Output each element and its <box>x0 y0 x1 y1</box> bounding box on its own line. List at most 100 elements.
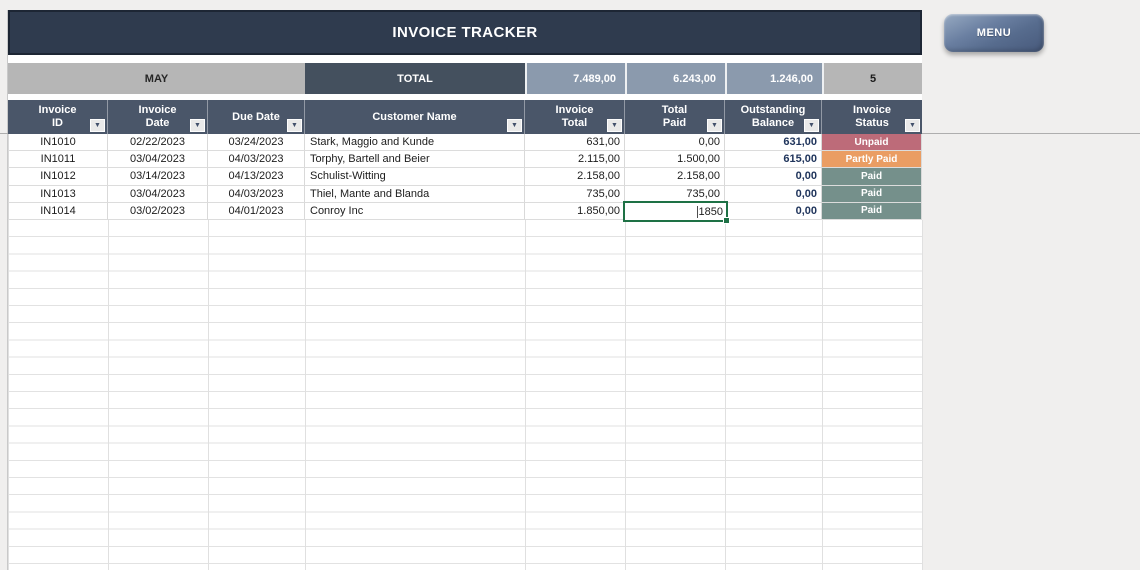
filter-dropdown-icon[interactable]: ▼ <box>507 119 522 132</box>
cell-invoice-id[interactable]: IN1011 <box>8 151 108 169</box>
table-row: IN1014 03/02/2023 04/01/2023 Conroy Inc 1.85… <box>8 202 922 220</box>
cell-customer-name[interactable]: Conroy Inc <box>305 202 525 220</box>
summary-total-paid-cell[interactable]: 6.243,00 <box>625 63 725 94</box>
cell-total-paid[interactable]: 1.500,00 <box>625 151 725 169</box>
cell-outstanding-balance[interactable]: 0,00 <box>725 202 822 220</box>
header-outstanding-balance[interactable]: Outstanding Balance ▼ <box>725 100 822 134</box>
header-label-line: Balance <box>751 117 795 129</box>
cell-invoice-total[interactable]: 2.115,00 <box>525 151 625 169</box>
header-invoice-id[interactable]: Invoice ID ▼ <box>8 100 108 134</box>
cell-outstanding-balance[interactable]: 0,00 <box>725 168 822 186</box>
status-badge[interactable]: Paid <box>822 185 922 203</box>
fill-handle[interactable] <box>723 217 730 224</box>
empty-grid[interactable] <box>8 220 923 570</box>
summary-outstanding-balance-cell[interactable]: 1.246,00 <box>725 63 822 94</box>
header-label-line: Date <box>145 117 170 129</box>
cell-invoice-total[interactable]: 1.850,00 <box>525 202 625 220</box>
cell-due-date[interactable]: 03/24/2023 <box>208 134 305 152</box>
text-caret <box>696 205 698 218</box>
column-gridline <box>822 220 823 570</box>
summary-invoice-count-cell[interactable]: 5 <box>822 63 922 94</box>
filter-dropdown-icon[interactable]: ▼ <box>90 119 105 132</box>
header-label-line: Invoice <box>853 104 891 116</box>
cell-invoice-id[interactable]: IN1010 <box>8 134 108 152</box>
header-label-line: Status <box>855 117 889 129</box>
table-row: IN1011 03/04/2023 04/03/2023 Torphy, Bartel… <box>8 151 922 169</box>
cell-invoice-total[interactable]: 2.158,00 <box>525 168 625 186</box>
column-gridline <box>305 220 306 570</box>
menu-button[interactable]: MENU <box>944 14 1044 52</box>
cell-invoice-id[interactable]: IN1013 <box>8 185 108 203</box>
table-header-row: Invoice ID ▼ Invoice Date ▼ Due Date ▼ Customer … <box>8 100 922 134</box>
column-gridline <box>922 220 923 570</box>
header-label-line: Due Date <box>232 110 280 123</box>
filter-dropdown-icon[interactable]: ▼ <box>287 119 302 132</box>
header-customer-name[interactable]: Customer Name ▼ <box>305 100 525 134</box>
header-label-line: Invoice <box>38 104 77 116</box>
cell-customer-name[interactable]: Stark, Maggio and Kunde <box>305 134 525 152</box>
table-row: IN1010 02/22/2023 03/24/2023 Stark, Maggio … <box>8 134 922 152</box>
header-total-paid[interactable]: Total Paid ▼ <box>625 100 725 134</box>
cell-invoice-total[interactable]: 631,00 <box>525 134 625 152</box>
column-gridline <box>8 220 9 570</box>
filter-dropdown-icon[interactable]: ▼ <box>707 119 722 132</box>
cell-invoice-date[interactable]: 03/04/2023 <box>108 151 208 169</box>
header-invoice-date[interactable]: Invoice Date ▼ <box>108 100 208 134</box>
column-gridline <box>108 220 109 570</box>
cell-invoice-date[interactable]: 03/14/2023 <box>108 168 208 186</box>
column-a-gridline <box>7 10 8 570</box>
column-gridline <box>625 220 626 570</box>
header-status[interactable]: Invoice Status ▼ <box>822 100 922 134</box>
cell-invoice-date[interactable]: 03/02/2023 <box>108 202 208 220</box>
cell-total-paid[interactable]: 2.158,00 <box>625 168 725 186</box>
cell-invoice-date[interactable]: 02/22/2023 <box>108 134 208 152</box>
filter-dropdown-icon[interactable]: ▼ <box>607 119 622 132</box>
header-invoice-total[interactable]: Invoice Total ▼ <box>525 100 625 134</box>
column-gridline <box>525 220 526 570</box>
cell-invoice-id[interactable]: IN1014 <box>8 202 108 220</box>
summary-row: MAY TOTAL 7.489,00 6.243,00 1.246,00 5 <box>8 63 922 94</box>
filter-dropdown-icon[interactable]: ▼ <box>905 119 920 132</box>
header-label-line: Total <box>661 104 688 116</box>
column-gridline <box>208 220 209 570</box>
filter-dropdown-icon[interactable]: ▼ <box>804 119 819 132</box>
cell-invoice-total[interactable]: 735,00 <box>525 185 625 203</box>
header-label-line: Paid <box>662 117 687 129</box>
table-row: IN1012 03/14/2023 04/13/2023 Schulist-Witti… <box>8 168 922 186</box>
status-badge[interactable]: Paid <box>822 168 922 186</box>
cell-customer-name[interactable]: Schulist-Witting <box>305 168 525 186</box>
status-badge[interactable]: Unpaid <box>822 134 922 152</box>
cell-outstanding-balance[interactable]: 615,00 <box>725 151 822 169</box>
title-bar: INVOICE TRACKER <box>8 10 922 55</box>
cell-due-date[interactable]: 04/03/2023 <box>208 185 305 203</box>
table-body: IN1010 02/22/2023 03/24/2023 Stark, Maggio … <box>8 134 922 220</box>
summary-total-label-cell[interactable]: TOTAL <box>305 63 525 94</box>
cell-total-paid[interactable]: 0,00 <box>625 134 725 152</box>
filter-dropdown-icon[interactable]: ▼ <box>190 119 205 132</box>
status-badge[interactable]: Paid <box>822 202 922 220</box>
active-cell-editor[interactable]: 1850 <box>623 201 730 224</box>
summary-month-cell[interactable]: MAY <box>8 63 305 94</box>
table-row: IN1013 03/04/2023 04/03/2023 Thiel, Mante a… <box>8 185 922 203</box>
header-label-line: ID <box>52 117 63 129</box>
header-label-line: Total <box>561 117 588 129</box>
header-label-line: Invoice <box>555 104 594 116</box>
header-label-line: Outstanding <box>740 104 806 116</box>
active-cell-value: 1850 <box>698 205 723 218</box>
cell-outstanding-balance[interactable]: 0,00 <box>725 185 822 203</box>
status-badge[interactable]: Partly Paid <box>822 151 922 169</box>
cell-customer-name[interactable]: Torphy, Bartell and Beier <box>305 151 525 169</box>
cell-customer-name[interactable]: Thiel, Mante and Blanda <box>305 185 525 203</box>
header-label-line: Invoice <box>138 104 177 116</box>
cell-outstanding-balance[interactable]: 631,00 <box>725 134 822 152</box>
cell-invoice-id[interactable]: IN1012 <box>8 168 108 186</box>
column-gridline <box>725 220 726 570</box>
cell-due-date[interactable]: 04/03/2023 <box>208 151 305 169</box>
header-label-line: Customer Name <box>372 110 457 123</box>
cell-due-date[interactable]: 04/01/2023 <box>208 202 305 220</box>
summary-invoice-total-cell[interactable]: 7.489,00 <box>525 63 625 94</box>
header-due-date[interactable]: Due Date ▼ <box>208 100 305 134</box>
page-title: INVOICE TRACKER <box>392 24 538 41</box>
cell-due-date[interactable]: 04/13/2023 <box>208 168 305 186</box>
cell-invoice-date[interactable]: 03/04/2023 <box>108 185 208 203</box>
